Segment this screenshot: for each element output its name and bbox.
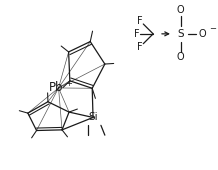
Text: O: O: [199, 29, 206, 39]
Text: O: O: [177, 53, 185, 62]
Text: O: O: [177, 5, 185, 15]
Text: Pb: Pb: [49, 81, 64, 95]
Text: +: +: [65, 79, 72, 88]
Text: Si: Si: [88, 113, 98, 122]
Text: F: F: [136, 42, 142, 52]
Text: −: −: [209, 24, 216, 33]
Text: S: S: [177, 29, 184, 39]
Text: F: F: [136, 16, 142, 26]
Text: F: F: [134, 29, 139, 39]
